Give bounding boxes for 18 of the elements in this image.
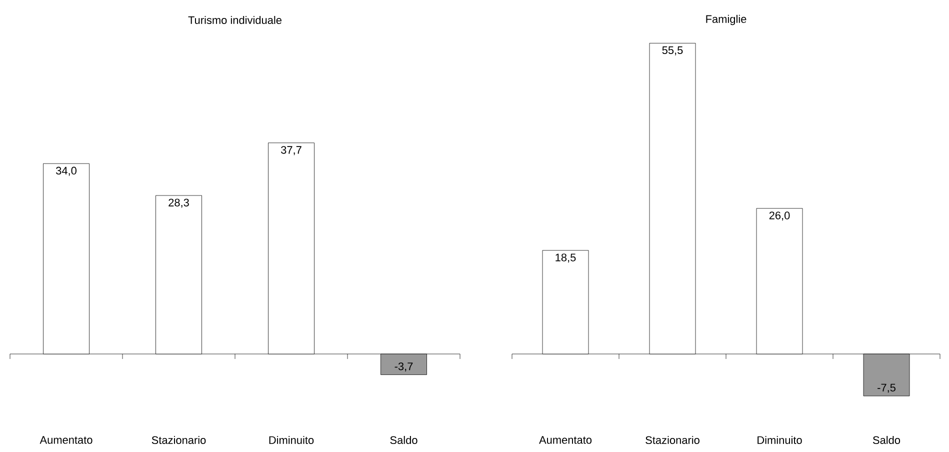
x-tick-label: Saldo [872,436,900,444]
x-tick-label: Diminuito [269,436,314,444]
x-tick-label: Stazionario [646,436,700,444]
data-label: 18,5 [556,254,576,263]
data-label: 37,7 [281,146,302,156]
data-label: 34,0 [56,166,76,176]
x-tick-label: Diminuito [758,436,802,444]
data-label: 26,0 [769,212,790,221]
chart-title: Turismo individuale [188,16,282,24]
x-tick-label: Stazionario [152,436,206,444]
x-tick-label: Saldo [390,436,418,444]
data-label: 55,5 [662,46,683,56]
data-label: 28,3 [168,198,189,208]
chart-title: Famiglie [706,14,746,26]
data-label: -7,5 [878,384,896,393]
x-tick-label: Aumentato [40,436,92,444]
x-tick-label: Aumentato [539,436,592,444]
data-label: -3,7 [394,362,413,372]
